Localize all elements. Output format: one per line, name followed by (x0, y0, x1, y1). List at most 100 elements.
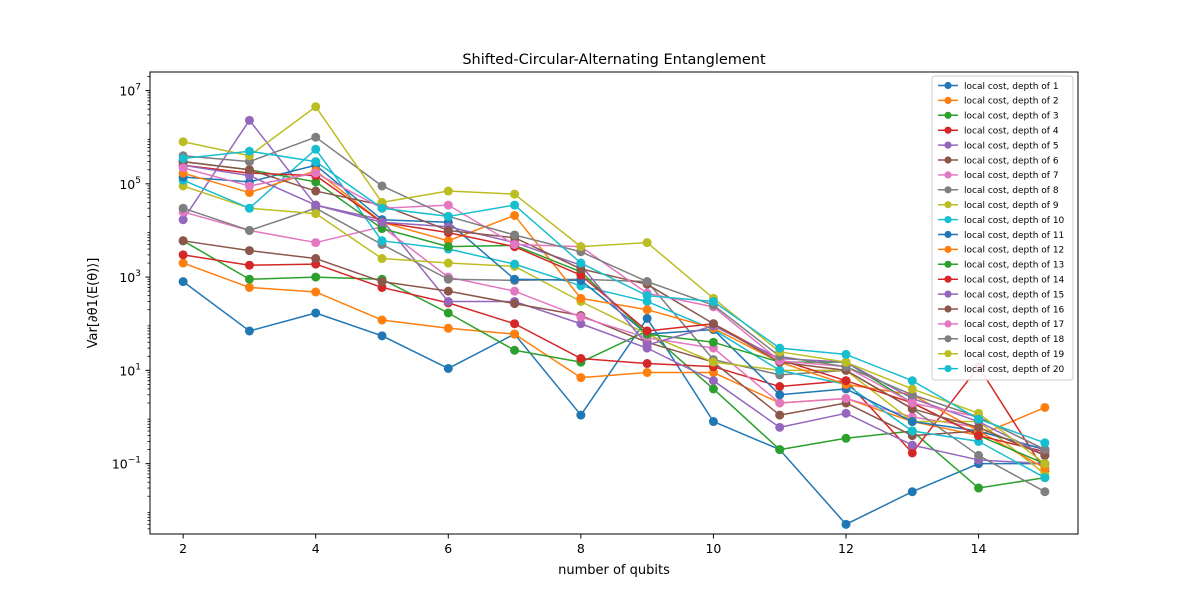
series-line-6 (183, 240, 1046, 451)
legend-entry: local cost, depth of 5 (938, 141, 1059, 151)
data-point (907, 448, 917, 458)
legend-entry: local cost, depth of 15 (938, 290, 1064, 300)
legend-entry: local cost, depth of 4 (938, 127, 1059, 137)
data-point (311, 102, 321, 112)
data-point (311, 186, 321, 196)
data-point (642, 238, 652, 248)
legend-label: local cost, depth of 19 (964, 350, 1065, 360)
data-point (775, 422, 785, 432)
data-point (510, 189, 520, 199)
data-point (708, 296, 718, 306)
data-point (443, 200, 453, 210)
data-point (974, 414, 984, 424)
data-point (708, 337, 718, 347)
data-point (510, 274, 520, 284)
data-point (311, 209, 321, 219)
data-point (907, 398, 917, 408)
legend-swatch-marker (944, 111, 952, 119)
legend-entry: local cost, depth of 1 (938, 82, 1059, 92)
data-point (841, 393, 851, 403)
legend-swatch-marker (944, 335, 952, 343)
data-point (311, 238, 321, 248)
legend-swatch-marker (944, 245, 952, 253)
data-point (178, 153, 188, 163)
data-point (244, 225, 254, 235)
data-point (311, 308, 321, 318)
data-point (841, 349, 851, 359)
data-point (178, 163, 188, 173)
data-point (775, 390, 785, 400)
data-point (510, 200, 520, 210)
legend-entry: local cost, depth of 8 (938, 186, 1059, 196)
legend-swatch-marker (944, 230, 952, 239)
legend-swatch-marker (944, 290, 952, 298)
data-point (443, 258, 453, 268)
series-19 (178, 102, 1050, 469)
legend-entry: local cost, depth of 6 (938, 156, 1059, 166)
legend-entry: local cost, depth of 9 (938, 201, 1059, 211)
data-point (443, 308, 453, 318)
legend-label: local cost, depth of 13 (964, 261, 1064, 271)
data-point (1040, 445, 1050, 455)
legend-label: local cost, depth of 8 (964, 186, 1059, 196)
data-point (510, 286, 520, 296)
data-point (443, 363, 453, 373)
data-point (907, 384, 917, 394)
legend-swatch-marker (944, 201, 952, 209)
legend-box (931, 75, 1074, 381)
data-point (244, 274, 254, 284)
data-point (244, 115, 254, 125)
legend-swatch-marker (944, 171, 952, 179)
data-point (244, 203, 254, 213)
data-point (311, 157, 321, 167)
legend-swatch-marker (944, 350, 952, 358)
legend-swatch-marker (944, 305, 952, 313)
data-point (841, 519, 851, 529)
series-line-19 (182, 105, 1046, 465)
series-20 (178, 146, 1050, 448)
y-axis-label: Var[∂θ1⟨E(θ)⟩] (86, 258, 101, 349)
legend-entry: local cost, depth of 18 (938, 335, 1065, 345)
data-point (311, 254, 321, 264)
legend-swatch-marker (944, 141, 952, 149)
data-point (907, 487, 917, 497)
data-point (841, 357, 851, 367)
data-point (443, 286, 453, 296)
legend-label: local cost, depth of 16 (964, 305, 1065, 315)
legend-entry: local cost, depth of 2 (938, 97, 1059, 107)
data-point (178, 137, 188, 147)
legend-swatch-marker (944, 81, 952, 90)
data-point (311, 272, 321, 282)
data-point (1040, 473, 1050, 483)
series-line-1 (182, 281, 1045, 526)
data-point (841, 376, 851, 386)
data-point (311, 200, 321, 210)
series-line-18 (183, 136, 1046, 451)
data-point (377, 254, 387, 264)
data-point (775, 410, 785, 420)
legend-swatch-marker (944, 96, 952, 104)
legend-label: local cost, depth of 5 (964, 141, 1059, 151)
data-point (642, 359, 652, 369)
data-point (178, 258, 188, 268)
data-point (510, 259, 520, 269)
legend-swatch-marker (944, 275, 952, 283)
x-tick-label: 2 (179, 541, 187, 556)
data-point (775, 445, 785, 455)
data-point (708, 319, 718, 329)
chart-title: Shifted-Circular-Alternating Entanglemen… (462, 52, 766, 68)
data-point (708, 376, 718, 386)
data-point (244, 146, 254, 156)
data-point (178, 203, 188, 213)
legend-label: local cost, depth of 4 (964, 127, 1059, 137)
data-point (510, 240, 520, 249)
data-point (1040, 438, 1050, 448)
legend-label: local cost, depth of 7 (964, 171, 1059, 181)
data-point (443, 274, 453, 284)
data-point (443, 296, 453, 306)
data-point (510, 319, 520, 329)
data-point (1040, 459, 1050, 469)
legend-entry: local cost, depth of 20 (938, 365, 1065, 375)
